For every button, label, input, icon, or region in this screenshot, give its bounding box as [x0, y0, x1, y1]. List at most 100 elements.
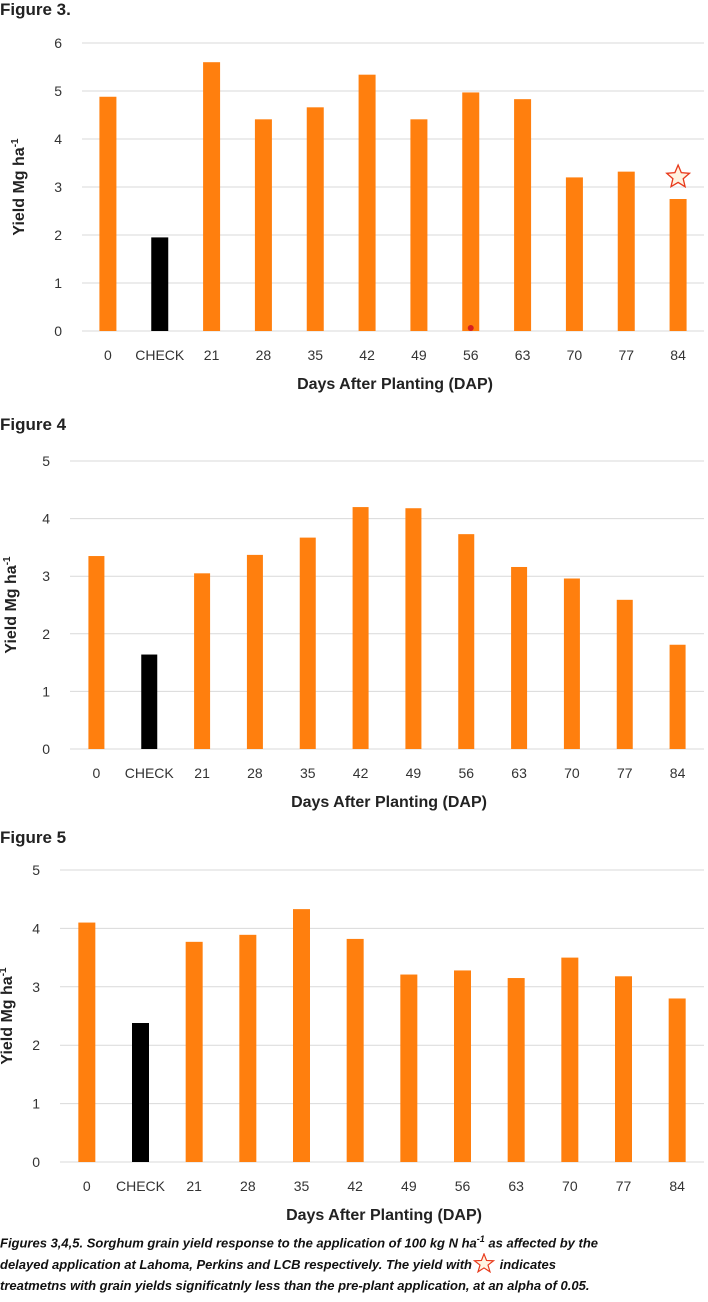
x-tick-label: CHECK — [125, 765, 175, 781]
bar-28 — [239, 934, 257, 1162]
x-tick-label: 70 — [562, 1178, 578, 1194]
bar-56 — [454, 970, 471, 1162]
x-axis-title: Days After Planting (DAP) — [286, 1207, 482, 1224]
bar-check — [141, 654, 158, 749]
bar-21 — [194, 573, 211, 749]
bar-49 — [410, 119, 428, 331]
bar-63 — [511, 566, 528, 749]
y-axis-title: Yield Mg ha-1 — [2, 556, 20, 654]
y-tick-label: 5 — [32, 862, 40, 878]
y-tick-label: 4 — [54, 131, 62, 147]
bar-35 — [299, 537, 316, 749]
bar-check — [151, 237, 169, 331]
bar-77 — [616, 599, 633, 749]
x-axis-title: Days After Planting (DAP) — [291, 794, 487, 811]
x-tick-label: 56 — [463, 347, 479, 363]
x-axis-title: Days After Planting (DAP) — [297, 376, 493, 393]
x-tick-label: 63 — [515, 347, 531, 363]
bar-49 — [405, 508, 422, 749]
x-tick-label: 21 — [186, 1178, 202, 1194]
x-tick-label: 35 — [307, 347, 323, 363]
bar-check — [132, 1023, 149, 1162]
significance-star-icon — [665, 163, 692, 189]
x-tick-label: CHECK — [135, 347, 185, 363]
bar-42 — [352, 507, 369, 749]
y-tick-label: 6 — [54, 35, 62, 51]
x-tick-label: 42 — [353, 765, 369, 781]
y-axis-title-superscript: -1 — [0, 967, 9, 976]
bar-84 — [669, 199, 687, 331]
figure-4-label: Figure 4 — [0, 415, 67, 434]
bar-70 — [563, 578, 580, 749]
x-tick-label: 42 — [359, 347, 375, 363]
x-tick-label: 70 — [564, 765, 580, 781]
y-tick-label: 1 — [32, 1096, 40, 1112]
bar-28 — [254, 119, 272, 331]
bar-77 — [615, 976, 632, 1162]
bar-35 — [293, 909, 310, 1162]
y-tick-label: 0 — [42, 741, 50, 757]
y-tick-label: 0 — [32, 1154, 40, 1170]
figure-3-label: Figure 3. — [0, 0, 71, 19]
y-tick-label: 2 — [54, 227, 62, 243]
caption-line-2b: indicates — [496, 1257, 556, 1273]
bar-70 — [565, 177, 583, 331]
y-tick-label: 2 — [42, 626, 50, 642]
y-tick-label: 5 — [42, 453, 50, 469]
bar-84 — [668, 998, 686, 1162]
x-tick-label: 0 — [93, 765, 101, 781]
y-tick-label: 1 — [42, 683, 50, 699]
x-tick-label: 77 — [617, 765, 633, 781]
bar-28 — [246, 554, 263, 749]
x-tick-label: 49 — [406, 765, 422, 781]
x-tick-label: 28 — [247, 765, 263, 781]
x-tick-label: 35 — [300, 765, 316, 781]
x-tick-label: 28 — [256, 347, 272, 363]
x-tick-label: 84 — [669, 1178, 685, 1194]
x-tick-label: 84 — [670, 347, 686, 363]
y-tick-label: 3 — [42, 568, 50, 584]
x-tick-label: 49 — [411, 347, 427, 363]
figure-4-chart: 0 1 2 3 4 5 0 CHECK 21 28 35 42 49 56 63 70 77 84 Days Aft… — [2, 453, 704, 811]
figure-5-chart: 0 1 2 3 4 5 0 CHECK 21 28 35 42 49 56 63 70 77 84 Days Aft… — [0, 862, 704, 1224]
figure-5-label: Figure 5 — [0, 828, 67, 847]
bar-77 — [617, 171, 635, 331]
bar-56 — [462, 92, 480, 331]
caption-superscript: -1 — [476, 1234, 485, 1244]
x-tick-label: 63 — [508, 1178, 524, 1194]
figure-caption: Figures 3,4,5. Sorghum grain yield respo… — [0, 1229, 708, 1296]
y-axis-title-superscript: -1 — [2, 556, 13, 565]
bar-0 — [78, 922, 96, 1162]
bar-63 — [514, 99, 532, 331]
caption-line-3: treatmetns with grain yields significatn… — [0, 1278, 590, 1294]
x-tick-label: 35 — [294, 1178, 310, 1194]
y-tick-label: 4 — [32, 920, 40, 936]
y-tick-label: 5 — [54, 83, 62, 99]
bar-35 — [306, 107, 324, 331]
y-tick-label: 2 — [32, 1037, 40, 1053]
x-tick-label: CHECK — [116, 1178, 166, 1194]
bar-56 — [458, 534, 475, 749]
y-axis-title-superscript: -1 — [10, 138, 21, 147]
x-tick-label: 84 — [670, 765, 686, 781]
bar-21 — [203, 62, 221, 331]
y-tick-label: 0 — [54, 323, 62, 339]
x-tick-label: 56 — [455, 1178, 471, 1194]
x-tick-label: 28 — [240, 1178, 256, 1194]
y-tick-label: 4 — [42, 511, 50, 527]
x-tick-label: 42 — [347, 1178, 363, 1194]
bar-0 — [88, 556, 105, 749]
x-tick-label: 21 — [194, 765, 210, 781]
x-tick-label: 77 — [618, 347, 634, 363]
star-outline-icon — [472, 1253, 496, 1274]
y-tick-label: 3 — [32, 979, 40, 995]
caption-line-1a: Figures 3,4,5. Sorghum grain yield respo… — [0, 1235, 477, 1251]
x-tick-label: 63 — [511, 765, 527, 781]
caption-line-2a: delayed application at Lahoma, Perkins a… — [0, 1257, 472, 1273]
x-tick-label: 21 — [204, 347, 220, 363]
y-tick-label: 3 — [54, 179, 62, 195]
bar-84 — [669, 644, 686, 749]
x-tick-label: 56 — [458, 765, 474, 781]
x-tick-label: 0 — [104, 347, 112, 363]
